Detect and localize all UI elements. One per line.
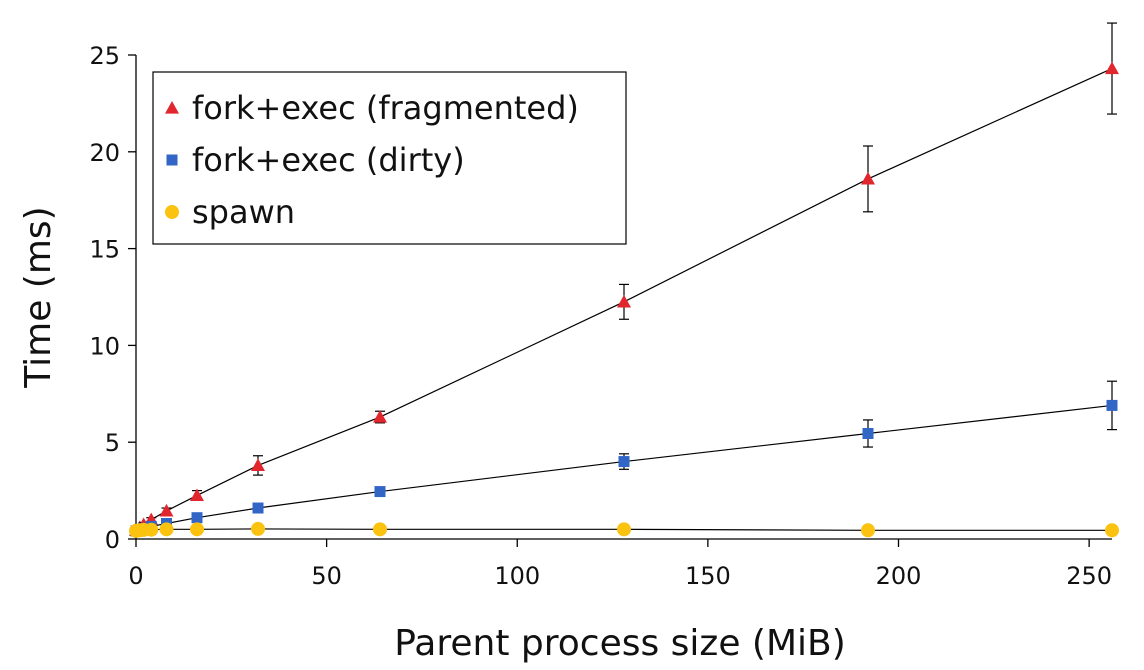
series-1 [130, 380, 1118, 537]
x-tick-label: 100 [494, 562, 540, 590]
data-point [1106, 399, 1118, 411]
legend-label: fork+exec (fragmented) [192, 89, 579, 127]
data-point [861, 171, 875, 185]
y-tick-label: 20 [89, 139, 120, 167]
data-point [617, 294, 631, 308]
legend-label: spawn [192, 193, 295, 231]
data-point [144, 522, 159, 537]
data-point [373, 522, 387, 537]
x-tick-label: 0 [128, 562, 143, 590]
y-tick-label: 15 [89, 236, 120, 264]
data-point [251, 521, 265, 536]
data-point [190, 488, 204, 502]
data-point [159, 522, 174, 537]
legend-label: fork+exec (dirty) [192, 141, 465, 179]
legend-marker [166, 154, 178, 166]
data-point [374, 486, 386, 498]
series-layer [129, 22, 1119, 538]
x-tick-label: 50 [311, 562, 342, 590]
data-point [617, 522, 631, 537]
legend-marker [165, 101, 179, 114]
data-point [618, 456, 630, 468]
data-point [252, 502, 264, 514]
x-axis-label: Parent process size (MiB) [394, 623, 846, 664]
data-point [1105, 61, 1119, 75]
data-point [191, 512, 203, 524]
data-point [862, 427, 874, 439]
data-point [861, 523, 875, 538]
data-point [373, 410, 387, 423]
legend: fork+exec (fragmented) fork+exec (dirty) s… [152, 71, 627, 245]
data-point [190, 522, 204, 537]
legend-marker [165, 205, 179, 219]
legend-box [152, 71, 627, 245]
data-point [159, 503, 174, 517]
x-tick-label: 150 [685, 562, 731, 590]
y-tick-label: 0 [105, 526, 120, 554]
x-tick-label: 250 [1066, 562, 1112, 590]
data-point [251, 458, 265, 472]
y-tick-label: 25 [89, 42, 120, 70]
data-point [1105, 523, 1119, 538]
series-2 [129, 521, 1119, 538]
y-axis-label: Time (ms) [18, 206, 59, 388]
y-tick-label: 10 [89, 332, 120, 360]
y-tick-label: 5 [105, 429, 120, 457]
x-tick-label: 200 [876, 562, 922, 590]
